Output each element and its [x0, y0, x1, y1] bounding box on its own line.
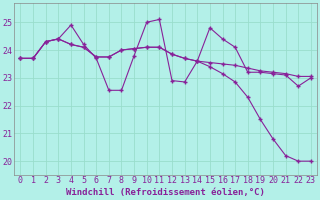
X-axis label: Windchill (Refroidissement éolien,°C): Windchill (Refroidissement éolien,°C) [66, 188, 265, 197]
